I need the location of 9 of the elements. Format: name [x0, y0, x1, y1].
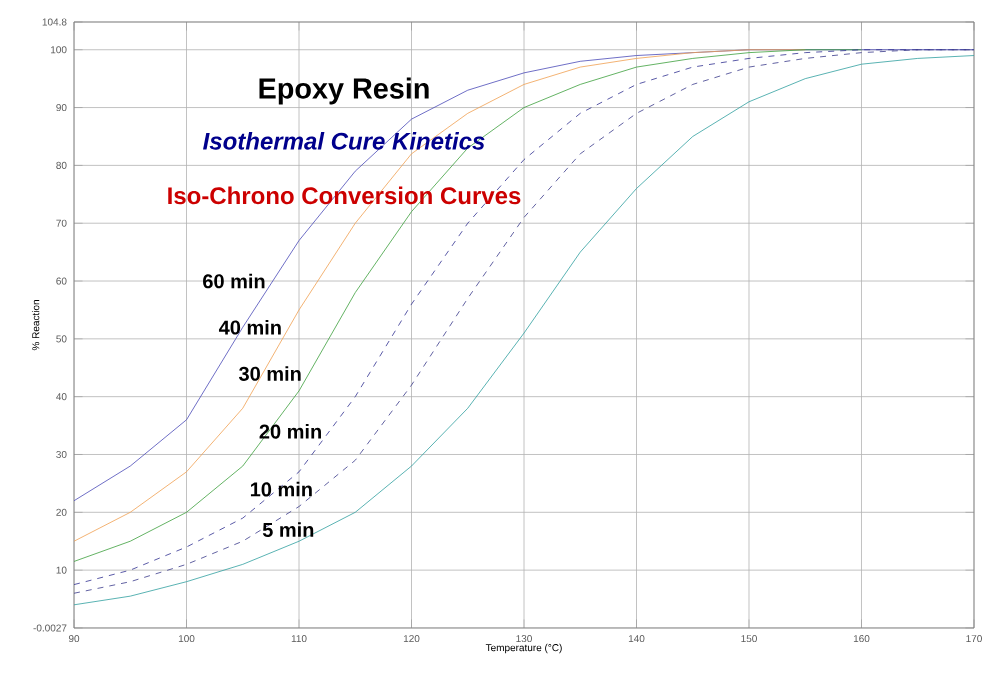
text: Isothermal Cure Kinetics [203, 132, 485, 150]
series-label: 60 min [203, 273, 265, 289]
series-label: 20 min [259, 424, 321, 439]
series-label: 40 min [218, 319, 281, 335]
annotation: Iso-Chrono Conversion Curves [168, 186, 521, 205]
series-label: 10 min [250, 481, 312, 497]
text: Epoxy Resin [259, 77, 429, 105]
series-label: 30 min [238, 366, 301, 381]
series-label: 5 min [262, 522, 314, 537]
